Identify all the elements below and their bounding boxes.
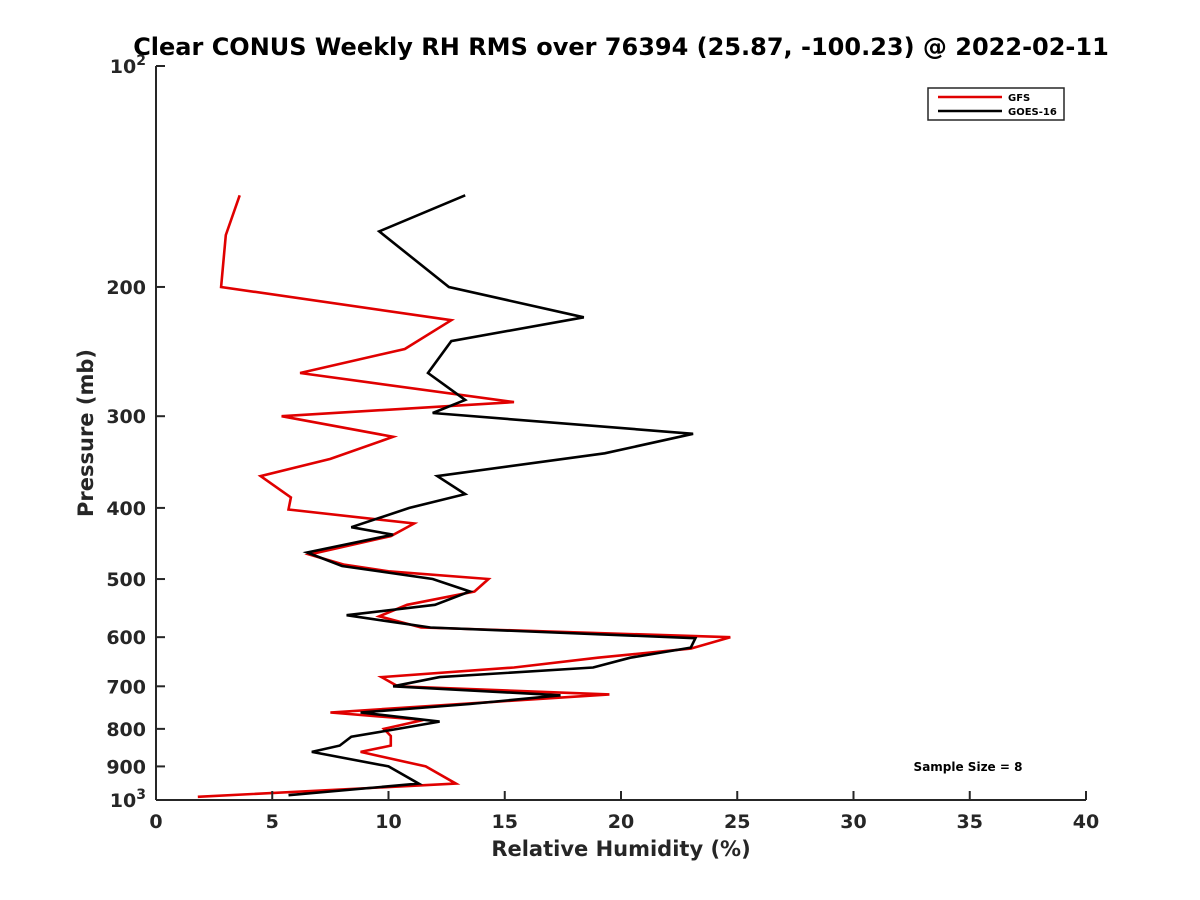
y-axis-ticks: 102 200 300 400 500 600 700 800 900 103: [106, 53, 165, 812]
y-tick-label: 700: [106, 676, 146, 698]
legend-label-gfs: GFS: [1008, 93, 1030, 104]
x-tick-label: 0: [149, 811, 162, 833]
y-tick-label: 400: [106, 498, 146, 520]
x-axis-ticks: 0 5 10 15 20 25 30 35 40: [149, 791, 1099, 833]
y-axis-label: Pressure (mb): [74, 349, 98, 517]
y-tick-label: 103: [110, 787, 146, 812]
y-tick-label: 800: [106, 719, 146, 741]
x-tick-label: 25: [724, 811, 750, 833]
y-tick-label: 600: [106, 627, 146, 649]
y-tick-label: 200: [106, 277, 146, 299]
x-tick-label: 5: [266, 811, 279, 833]
series-line-goes16: [288, 194, 698, 797]
y-tick-label: 500: [106, 569, 146, 591]
legend-box: [927, 87, 1065, 121]
legend: GFS GOES-16: [927, 87, 1065, 121]
y-tick-label: 300: [106, 406, 146, 428]
legend-label-goes16: GOES-16: [1008, 107, 1057, 118]
x-axis-label: Relative Humidity (%): [491, 837, 750, 861]
x-tick-label: 10: [375, 811, 401, 833]
y-tick-label: 102: [110, 53, 146, 78]
x-tick-label: 35: [957, 811, 983, 833]
plot-lines: [197, 194, 731, 799]
x-tick-label: 20: [608, 811, 634, 833]
x-tick-label: 15: [492, 811, 518, 833]
x-tick-label: 40: [1073, 811, 1099, 833]
chart-title: Clear CONUS Weekly RH RMS over 76394 (25…: [133, 33, 1109, 61]
sample-size-annotation: Sample Size = 8: [914, 760, 1023, 774]
y-tick-label: 900: [106, 756, 146, 778]
series-line-gfs: [197, 194, 731, 799]
x-tick-label: 30: [840, 811, 866, 833]
